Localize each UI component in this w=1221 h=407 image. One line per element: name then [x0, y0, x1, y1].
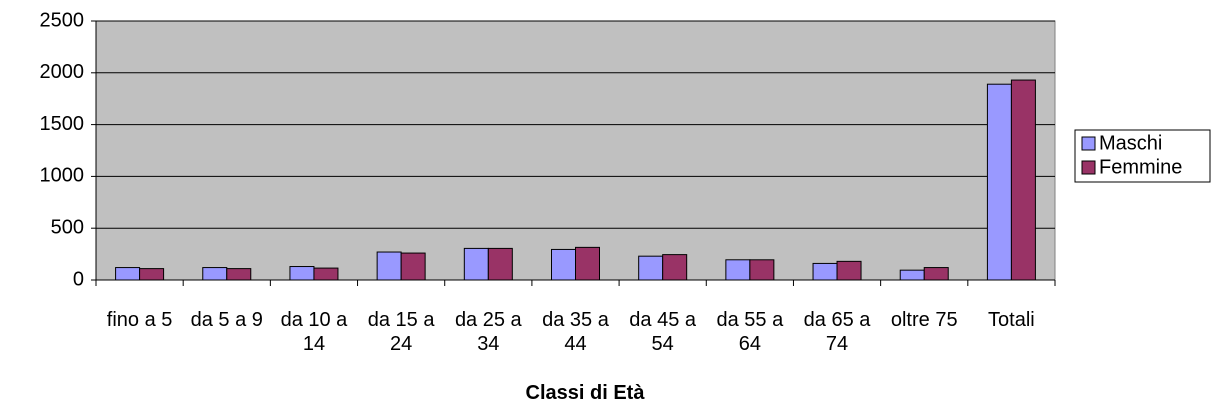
x-axis-title: Classi di Età [525, 382, 645, 404]
x-tick-label: da 15 a 24 [367, 309, 435, 355]
y-tick-label: 1000 [40, 165, 85, 187]
bar [400, 252, 426, 281]
bar [226, 268, 252, 281]
bar [923, 267, 949, 281]
legend-swatch [1081, 160, 1096, 175]
bar [202, 267, 228, 281]
bar [376, 251, 402, 281]
bar [836, 260, 862, 281]
x-tick-label: fino a 5 [106, 309, 173, 331]
bar [289, 266, 315, 281]
y-tick-label: 0 [73, 268, 84, 290]
bar [986, 83, 1012, 281]
bar [749, 259, 775, 281]
bar [662, 254, 688, 281]
bar [725, 259, 751, 281]
bar [551, 248, 576, 281]
bar [638, 255, 664, 281]
legend-label: Femmine [1099, 156, 1182, 178]
bar [139, 268, 165, 281]
x-tick-label: Totali [988, 309, 1035, 331]
x-tick-label: da 65 a 74 [803, 309, 871, 355]
bar [313, 267, 339, 281]
x-tick-label: da 10 a 14 [280, 309, 348, 355]
y-tick-label: 2500 [40, 9, 85, 31]
x-tick-label: da 35 a 44 [542, 309, 609, 355]
x-tick-label: da 25 a 34 [454, 309, 522, 355]
plot-area [95, 20, 1056, 281]
bar [115, 267, 141, 281]
bar [812, 262, 838, 281]
legend-swatch [1081, 136, 1096, 151]
legend-label: Maschi [1099, 132, 1162, 154]
x-tick-label: da 55 a 64 [716, 309, 784, 355]
y-tick-label: 1500 [40, 113, 85, 135]
bar [1010, 79, 1036, 281]
bar [463, 247, 489, 281]
bar [575, 246, 600, 281]
bar [487, 247, 513, 281]
bar [899, 269, 925, 281]
y-tick-label: 2000 [40, 61, 85, 83]
x-tick-label: oltre 75 [890, 309, 958, 331]
legend-box [1074, 129, 1211, 183]
x-tick-label: da 45 a 54 [629, 309, 697, 355]
x-tick-label: da 5 a 9 [190, 309, 263, 331]
y-tick-label: 500 [51, 216, 84, 238]
